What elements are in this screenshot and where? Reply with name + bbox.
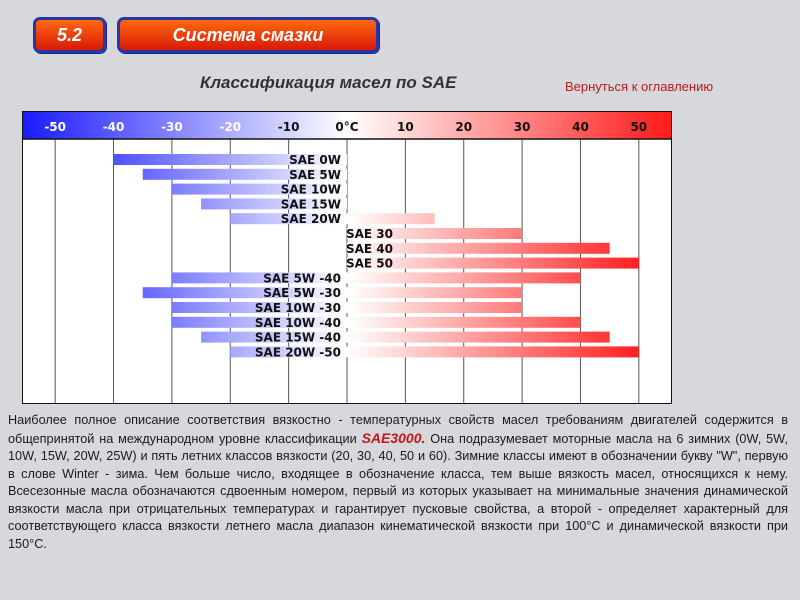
- bar-label: SAE 50: [346, 257, 393, 271]
- bar-sae-10w-30: [171, 302, 523, 313]
- description-part2: Она подразумевает моторные масла на 6 зи…: [8, 431, 788, 551]
- bar-label: SAE 5W: [289, 168, 341, 182]
- back-to-contents-link[interactable]: Вернуться к оглавлению: [565, 79, 714, 94]
- bar-sae-10w: [171, 183, 347, 195]
- x-tick-label: -40: [103, 120, 125, 134]
- bar-label: SAE 40: [346, 242, 393, 256]
- section-title-badge: Система смазки: [117, 17, 379, 53]
- bar-label: SAE 15W: [281, 197, 341, 211]
- bar-sae-5w-40: [171, 272, 581, 284]
- bar-sae-20w-50: [230, 346, 639, 358]
- temperature-scale-band: [23, 112, 671, 139]
- bar-label: SAE 5W -40: [263, 271, 341, 285]
- page-title: Классификация масел по SAE: [200, 73, 457, 92]
- x-tick-label: -10: [278, 120, 300, 134]
- bar-sae-0w: [113, 154, 347, 165]
- bar-sae-10w-40: [171, 316, 581, 328]
- bar-label: SAE 5W -30: [263, 286, 341, 300]
- x-tick-label: -50: [44, 120, 66, 134]
- x-tick-label: -20: [219, 120, 241, 134]
- bar-label: SAE 30: [346, 227, 393, 241]
- bar-label: SAE 10W -40: [255, 316, 341, 330]
- x-tick-label: 40: [572, 120, 589, 134]
- bar-sae-40: [347, 242, 610, 254]
- x-tick-label: -30: [161, 120, 183, 134]
- bar-label: SAE 10W -30: [255, 301, 341, 315]
- section-number-badge: 5.2: [33, 17, 106, 53]
- standard-name: SAE3000.: [361, 429, 426, 446]
- description-part1: Наиболее полное описание соответствия вя…: [8, 413, 788, 446]
- x-tick-label: 20: [455, 120, 472, 134]
- bar-sae-5w: [142, 168, 347, 180]
- x-tick-label: 0°C: [335, 120, 358, 134]
- bar-sae-15w: [201, 198, 347, 210]
- bar-label: SAE 0W: [289, 153, 341, 167]
- bar-sae-5w-30: [142, 287, 523, 299]
- description-text: Наиболее полное описание соответствия вя…: [8, 412, 788, 553]
- bar-sae-20w: [230, 213, 435, 225]
- bar-label: SAE 20W -50: [255, 345, 341, 359]
- x-tick-label: 10: [397, 120, 414, 134]
- x-tick-label: 50: [630, 120, 647, 134]
- bar-label: SAE 10W: [281, 183, 341, 197]
- bar-sae-15w-40: [201, 331, 610, 343]
- x-tick-label: 30: [514, 120, 531, 134]
- bar-label: SAE 15W -40: [255, 331, 341, 345]
- bar-label: SAE 20W: [281, 212, 341, 226]
- sae-chart: -50 -40 -30 -20 -10 0°C 10 20 30 40 50 SAE 0W SAE 5…: [21, 110, 673, 409]
- bar-sae-30: [347, 228, 523, 239]
- bar-sae-50: [347, 257, 639, 269]
